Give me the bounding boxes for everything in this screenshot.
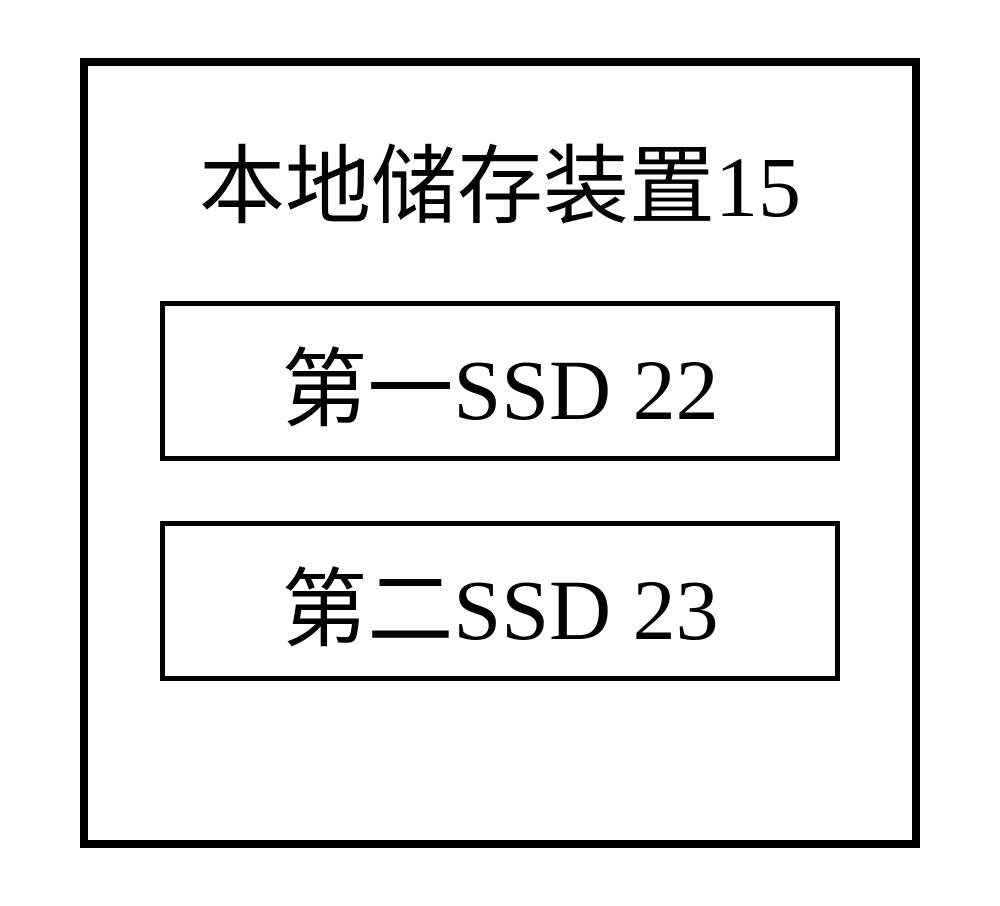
- device-title: 本地储存装置15: [199, 116, 801, 241]
- ssd-box-1: 第一SSD 22: [160, 301, 840, 461]
- ssd-box-2: 第二SSD 23: [160, 521, 840, 681]
- ssd-label-1: 第一SSD 22: [281, 319, 718, 444]
- local-storage-device-box: 本地储存装置15 第一SSD 22 第二SSD 23: [80, 58, 920, 848]
- ssd-label-2: 第二SSD 23: [281, 539, 718, 664]
